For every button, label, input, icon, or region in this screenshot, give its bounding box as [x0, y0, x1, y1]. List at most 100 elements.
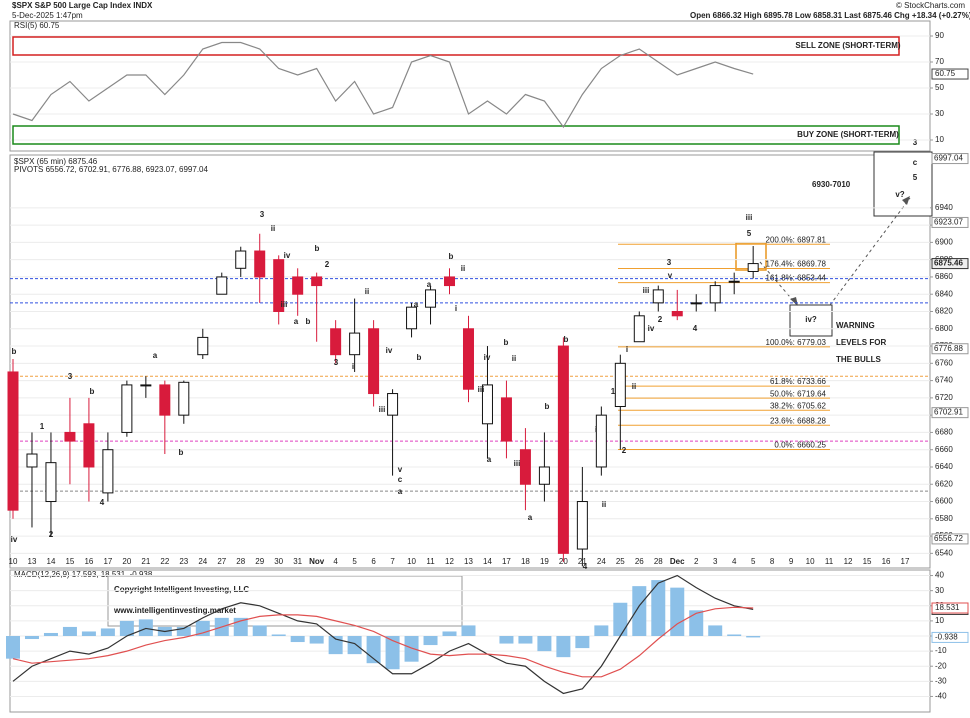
wave-label: b [449, 252, 454, 261]
wave-label: iii [379, 405, 386, 414]
last-value-box [931, 68, 969, 80]
wave-label: ii [632, 382, 636, 391]
wave-label: iv [11, 535, 18, 544]
wave-label: c [913, 158, 918, 167]
candle-body [26, 453, 38, 468]
fib-label: 200.0%: 6897.81 [766, 235, 827, 244]
pivot-label: 6556.72 [934, 534, 963, 543]
candle-body [576, 501, 588, 550]
last-value-box [931, 631, 969, 643]
copyright-box [107, 575, 463, 627]
x-tick-label: 11 [426, 557, 435, 566]
candle-body [254, 250, 266, 278]
wave-label: b [315, 244, 320, 253]
last-value-box [931, 602, 969, 614]
warning-text: LEVELS FOR [836, 338, 886, 347]
wave-label: b [564, 335, 569, 344]
fib-label: 61.8%: 6733.66 [770, 377, 827, 386]
x-tick-label: 23 [179, 557, 188, 566]
x-tick-label: 29 [255, 557, 264, 566]
wave-label: 2 [325, 260, 330, 269]
wave-label: b [179, 448, 184, 457]
candle-body [102, 449, 114, 494]
wave-label: 3 [260, 210, 265, 219]
candle-body [368, 328, 380, 395]
candle-body [557, 345, 569, 554]
wave-label: b [306, 317, 311, 326]
wave-label: 3 [68, 372, 73, 381]
x-tick-label: 27 [217, 557, 226, 566]
y-tick-label: 6660 [935, 445, 953, 454]
macd-legend: MACD(12,26,9) 17.593, 18.531, -0.938 [14, 570, 153, 579]
y-tick-label: -30 [935, 676, 947, 685]
x-tick-label: 10 [9, 557, 18, 566]
x-tick-label: 2 [694, 557, 699, 566]
wave-label: ii [512, 354, 516, 363]
wave-label: ii [461, 264, 465, 273]
x-tick-label: 3 [713, 557, 718, 566]
x-tick-label: 9 [789, 557, 794, 566]
candle-body [538, 466, 550, 485]
histogram-bar [6, 636, 20, 659]
wave-label: ii [602, 500, 606, 509]
wave-label: iv? [805, 315, 817, 324]
histogram-bar [442, 631, 457, 636]
target-range: 6930-7010 [812, 180, 851, 189]
wave-label: 2 [622, 446, 627, 455]
histogram-bar [100, 628, 115, 636]
histogram-bar [537, 636, 552, 652]
histogram-bar [385, 636, 400, 670]
wave-label: 3 [334, 358, 339, 367]
wave-label: 1 [40, 422, 45, 431]
candle-body [349, 332, 361, 356]
fib-label: 23.6%: 6688.28 [770, 416, 827, 425]
histogram-bar [252, 625, 267, 636]
x-tick-label: 20 [122, 557, 131, 566]
y-tick-label: 6900 [935, 237, 953, 246]
x-tick-label: 28 [654, 557, 663, 566]
pivot-label: 6702.91 [934, 408, 963, 417]
y-tick-label: 6760 [935, 358, 953, 367]
x-tick-label: 12 [445, 557, 454, 566]
x-tick-label: 14 [47, 557, 56, 566]
y-tick-label: 6680 [935, 428, 953, 437]
zone-box [12, 125, 900, 145]
candle-body [273, 259, 285, 312]
iv-box [789, 304, 833, 337]
x-tick-label: 7 [390, 557, 395, 566]
y-tick-label: 30 [935, 586, 944, 595]
histogram-bar [290, 636, 305, 643]
histogram-bar [43, 632, 58, 636]
y-tick-label: 6580 [935, 514, 953, 523]
x-tick-label: 22 [160, 557, 169, 566]
histogram-bar [176, 626, 191, 636]
x-tick-label: 26 [635, 557, 644, 566]
x-tick-label: 24 [597, 557, 606, 566]
y-tick-label: 6740 [935, 376, 953, 385]
wave-label: v [668, 271, 673, 280]
price-legend: $SPX (65 min) 6875.46 [14, 157, 98, 166]
last-value-label: -0.938 [935, 633, 958, 642]
wave-label: a [427, 280, 432, 289]
histogram-bar [689, 610, 704, 636]
y-tick-label: 50 [935, 83, 944, 92]
x-tick-label: 15 [863, 557, 872, 566]
y-tick-label: 70 [935, 57, 944, 66]
y-tick-label: 6940 [935, 203, 953, 212]
histogram-bar [81, 631, 96, 636]
candle-body [747, 263, 759, 272]
rsi-panel [9, 20, 931, 152]
projection-arrow [829, 197, 911, 306]
symbol: $SPX S&P 500 Large Cap Index INDX [12, 1, 153, 10]
histogram-bar [62, 626, 77, 636]
candle-body [45, 462, 57, 503]
y-tick-label: 6820 [935, 307, 953, 316]
histogram-bar [518, 636, 533, 644]
x-tick-label: 17 [901, 557, 910, 566]
candle-body [178, 381, 190, 416]
pivot-label: 6776.88 [934, 344, 963, 353]
y-tick-label: 6720 [935, 393, 953, 402]
pivot-box [931, 343, 969, 355]
wave-label: a [528, 513, 533, 522]
